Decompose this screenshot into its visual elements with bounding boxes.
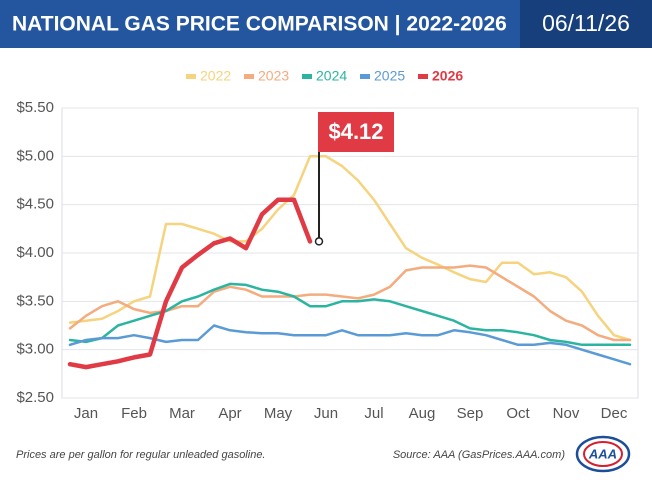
legend-label: 2026 (432, 68, 463, 84)
date: 06/11/26 (542, 10, 630, 36)
legend-swatch (360, 74, 370, 79)
series-line (67, 197, 313, 370)
source: Source: AAA (GasPrices.AAA.com) (393, 449, 566, 461)
data-label: $4.12 (328, 119, 383, 144)
x-tick-label: Jan (74, 405, 98, 422)
y-tick-label: $4.50 (16, 196, 54, 213)
series-line (68, 155, 632, 342)
y-tick-label: $4.00 (16, 244, 54, 261)
x-tick-label: Jun (314, 405, 338, 422)
y-tick-label: $3.00 (16, 341, 54, 358)
y-tick-label: $5.00 (16, 147, 54, 164)
footnote: Prices are per gallon for regular unlead… (16, 449, 266, 461)
logo: AAA (588, 446, 617, 461)
y-tick-label: $2.50 (16, 389, 54, 406)
date-box (520, 0, 652, 48)
x-tick-label: Dec (601, 405, 628, 422)
x-tick-label: Mar (169, 405, 195, 422)
x-tick-label: Aug (409, 405, 436, 422)
legend-swatch (186, 74, 196, 79)
annotation-point (314, 237, 324, 246)
y-tick-label: $5.50 (16, 99, 54, 116)
legend-label: 2022 (200, 68, 231, 84)
x-tick-label: Oct (506, 405, 530, 422)
chart-title: NATIONAL GAS PRICE COMPARISON | 2022-202… (12, 13, 507, 36)
annotation-box (318, 112, 394, 152)
logo-inner (583, 441, 623, 467)
legend-swatch (302, 74, 312, 79)
x-tick-label: Jul (364, 405, 383, 422)
legend-label: 2023 (258, 68, 289, 84)
legend-label: 2024 (316, 68, 347, 84)
legend-label: 2025 (374, 68, 405, 84)
series-line (68, 324, 632, 366)
x-tick-label: Sep (457, 405, 484, 422)
legend-swatch (244, 74, 254, 79)
legend-swatch (418, 74, 428, 79)
x-tick-label: Apr (218, 405, 241, 422)
x-tick-label: May (264, 405, 293, 422)
y-tick-label: $3.50 (16, 292, 54, 309)
x-tick-label: Feb (121, 405, 147, 422)
x-tick-label: Nov (553, 405, 580, 422)
